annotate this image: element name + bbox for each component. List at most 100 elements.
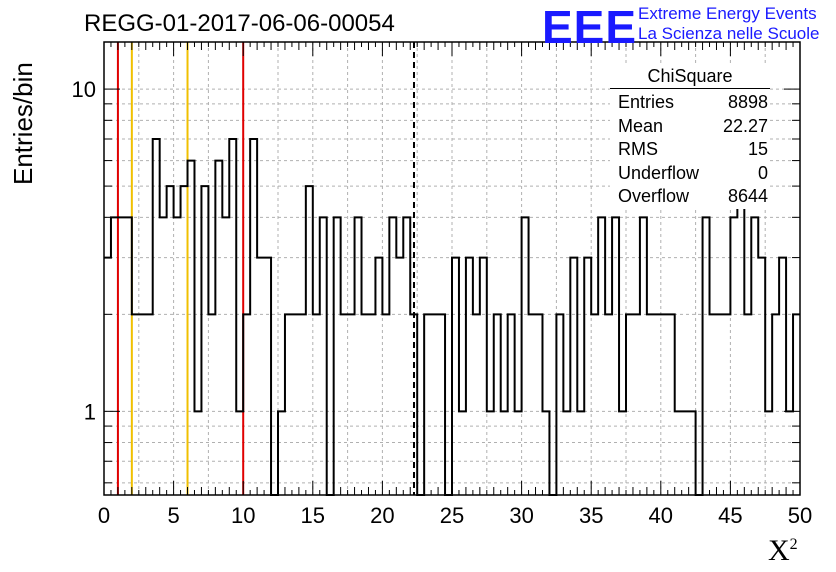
histogram-bin (104, 258, 111, 495)
histogram-bin (473, 314, 480, 495)
histogram-bin (264, 258, 271, 495)
histogram-bin (703, 217, 710, 495)
x-axis-label-superscript: 2 (789, 536, 798, 553)
x-tick-label: 45 (718, 503, 742, 528)
histogram-bin (188, 161, 195, 495)
histogram-bin (744, 314, 751, 495)
histogram-bin (682, 411, 689, 495)
stats-row-mean: Mean 22.27 (610, 115, 770, 139)
histogram-bin (348, 314, 355, 495)
histogram-bin (215, 161, 222, 495)
histogram-bin (570, 258, 577, 495)
histogram-bin (584, 258, 591, 495)
x-tick-label: 20 (370, 503, 394, 528)
x-tick-label: 25 (440, 503, 464, 528)
histogram-bin (716, 314, 723, 495)
histogram-bin (236, 411, 243, 495)
stats-value: 22.27 (722, 115, 768, 136)
histogram-bin (480, 258, 487, 495)
histogram-bin (181, 186, 188, 495)
histogram-bin (591, 314, 598, 495)
histogram-bin (793, 314, 800, 495)
stats-row-underflow: Underflow 0 (610, 162, 770, 186)
histogram-bin (654, 314, 661, 495)
histogram-bin (668, 314, 675, 495)
histogram-bin (396, 258, 403, 495)
histogram-bin (167, 186, 174, 495)
histogram-bin (410, 314, 417, 495)
stats-label: Overflow (618, 186, 690, 206)
stats-label: Entries (618, 92, 675, 112)
histogram-bin (730, 217, 737, 495)
histogram-bin (368, 314, 375, 495)
histogram-bin (508, 314, 515, 495)
histogram-bin (529, 314, 536, 495)
histogram-bin (751, 217, 758, 495)
histogram-bin (194, 411, 201, 495)
y-tick-label: 10 (72, 77, 96, 102)
stats-row-entries: Entries 8898 (610, 91, 770, 115)
x-tick-label: 0 (98, 503, 110, 528)
histogram-bin (542, 411, 549, 495)
histogram-bin (431, 314, 438, 495)
histogram-bin (647, 314, 654, 495)
stats-label: Underflow (618, 162, 700, 183)
histogram-bars (104, 138, 800, 496)
stats-title: ChiSquare (610, 66, 770, 89)
logo-line-2: La Scienza nelle Scuole (638, 24, 820, 43)
histogram-bin (563, 411, 570, 495)
x-tick-label: 5 (167, 503, 179, 528)
histogram-bin (536, 314, 543, 495)
histogram-bin (737, 161, 744, 495)
x-tick-label: 40 (649, 503, 673, 528)
histogram-bin (375, 258, 382, 495)
chart-title: REGG-01-2017-06-06-00054 (84, 10, 395, 37)
histogram-bin (243, 314, 250, 495)
histogram-bin (382, 314, 389, 495)
histogram-bin (661, 314, 668, 495)
histogram-bin (494, 314, 501, 495)
eee-logo-text: Extreme Energy Events La Scienza nelle S… (638, 4, 819, 44)
histogram-bin (278, 411, 285, 495)
histogram-bin (779, 258, 786, 495)
histogram-bin (466, 258, 473, 495)
histogram-bin (229, 139, 236, 495)
histogram-bin (306, 186, 313, 495)
histogram-bin (689, 411, 696, 495)
histogram-bin (403, 217, 410, 495)
histogram-bin (250, 139, 257, 495)
histogram-bin (612, 217, 619, 495)
stats-value: 0 (757, 162, 768, 183)
eee-logo: EEE (542, 1, 638, 53)
stats-value: 15 (747, 139, 768, 159)
histogram-bin (334, 217, 341, 495)
x-tick-label: 35 (579, 503, 603, 528)
histogram-bin (320, 217, 327, 495)
histogram-bin (299, 314, 306, 495)
stats-value: 8898 (727, 92, 768, 112)
histogram-bin (459, 411, 466, 495)
stats-row-rms: RMS 15 (610, 138, 770, 162)
x-axis-label: X2 (768, 534, 798, 568)
stats-row-overflow: Overflow 8644 (610, 185, 770, 209)
histogram-bin (772, 314, 779, 495)
histogram-bin (125, 217, 132, 495)
y-axis-label: Entries/bin (8, 62, 38, 185)
y-tick-label: 1 (84, 399, 96, 424)
histogram-bin (111, 217, 118, 495)
histogram-bin (556, 314, 563, 495)
histogram-bin (522, 217, 529, 495)
histogram-bin (710, 314, 717, 495)
stats-value: 8644 (727, 186, 768, 206)
stats-label: RMS (618, 139, 658, 159)
histogram-bin (605, 314, 612, 495)
histogram-bin (118, 217, 125, 495)
histogram-bin (389, 217, 396, 495)
stats-box: ChiSquare Entries 8898 Mean 22.27 RMS 15 Un… (610, 66, 770, 209)
histogram-bin (598, 217, 605, 495)
x-axis-label-base: X (768, 534, 790, 567)
stats-label: Mean (618, 115, 664, 136)
histogram-bin (765, 411, 772, 495)
histogram-bin (487, 411, 494, 495)
histogram-bin (174, 217, 181, 495)
